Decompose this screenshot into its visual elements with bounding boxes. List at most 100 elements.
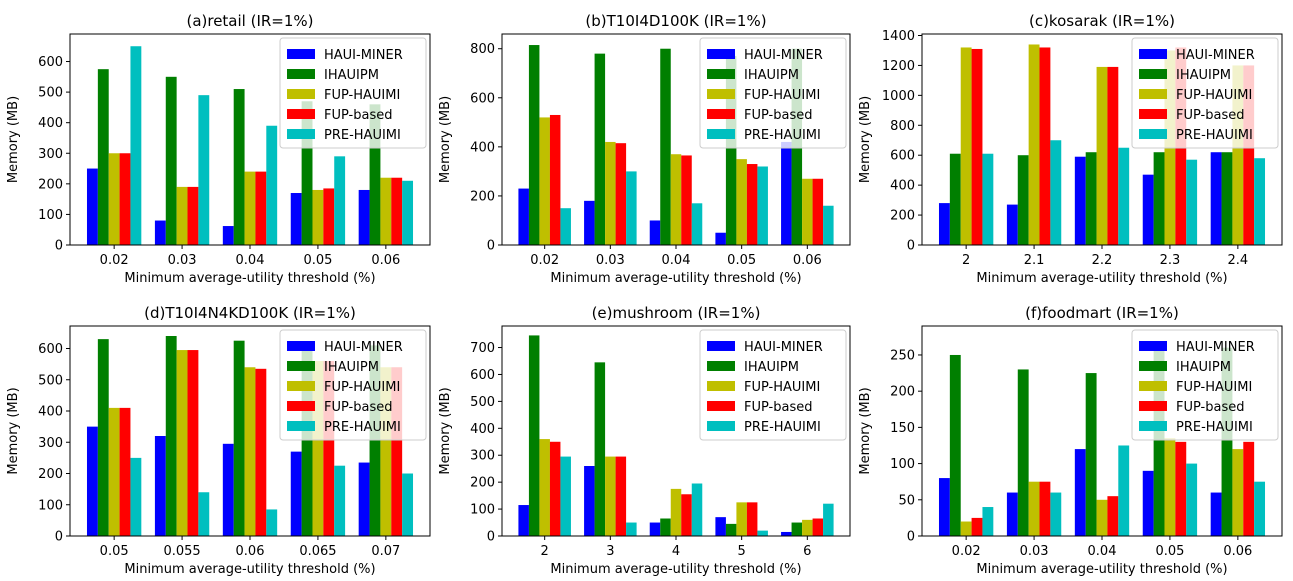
legend-swatch-fup-based bbox=[287, 109, 315, 119]
bar-fup-hauimi-0.02 bbox=[539, 117, 550, 245]
legend-label-fup-hauimi: FUP-HAUIMI bbox=[744, 380, 820, 395]
bar-ihauipm-0.05 bbox=[97, 339, 109, 537]
bar-fup-based-0.06 bbox=[1243, 441, 1255, 536]
legend-box bbox=[1131, 37, 1279, 149]
bar-fup-based-3 bbox=[615, 456, 627, 536]
legend-label-ihauipm: IHAUIPM bbox=[744, 68, 799, 83]
chart-title: (e)mushroom (IR=1%) bbox=[592, 304, 761, 322]
plot-frame bbox=[501, 325, 851, 537]
legend-swatch-pre-hauimi bbox=[707, 129, 735, 139]
bar-fup-hauimi-2.4 bbox=[1232, 65, 1244, 246]
bar-fup-hauimi-0.04 bbox=[1096, 499, 1108, 536]
bar-ihauipm-0.04 bbox=[660, 48, 671, 245]
legend-swatch-ihauipm bbox=[707, 361, 735, 371]
x-tick-label: 0.04 bbox=[236, 253, 265, 268]
bar-pre-hauimi-0.04 bbox=[691, 203, 703, 245]
y-tick-label: 0 bbox=[487, 239, 495, 254]
y-tick-label: 1000 bbox=[882, 89, 915, 104]
bar-haui-miner-0.02 bbox=[518, 188, 529, 245]
bar-pre-hauimi-0.05 bbox=[130, 457, 142, 537]
bar-fup-based-0.03 bbox=[187, 186, 199, 245]
x-tick-label: 0.06 bbox=[371, 253, 400, 268]
bar-haui-miner-0.03 bbox=[154, 220, 166, 245]
bar-fup-based-2.4 bbox=[1243, 65, 1255, 246]
y-tick-label: 200 bbox=[470, 476, 495, 491]
bar-fup-hauimi-0.02 bbox=[960, 521, 972, 536]
bar-haui-miner-2.1 bbox=[1006, 204, 1018, 245]
bar-fup-hauimi-0.065 bbox=[312, 361, 324, 536]
bar-pre-hauimi-0.06 bbox=[266, 509, 278, 536]
bar-pre-hauimi-0.03 bbox=[198, 95, 210, 245]
legend-swatch-fup-based bbox=[1139, 401, 1167, 411]
bar-haui-miner-0.04 bbox=[1074, 449, 1086, 536]
bar-haui-miner-2.2 bbox=[1074, 156, 1086, 245]
x-tick-label: 2.3 bbox=[1160, 253, 1181, 268]
y-tick-label: 600 bbox=[470, 368, 495, 383]
bar-pre-hauimi-2.4 bbox=[1254, 158, 1266, 245]
y-tick-label: 600 bbox=[38, 342, 63, 357]
bar-ihauipm-0.05 bbox=[725, 56, 737, 245]
legend-label-pre-hauimi: PRE-HAUIMI bbox=[744, 128, 821, 143]
bar-ihauipm-0.05 bbox=[301, 101, 313, 245]
legend-label-fup-based: FUP-based bbox=[1176, 108, 1244, 123]
bar-pre-hauimi-2.1 bbox=[1050, 140, 1062, 245]
bar-haui-miner-3 bbox=[584, 466, 595, 536]
legend-label-pre-hauimi: PRE-HAUIMI bbox=[324, 420, 401, 435]
bar-pre-hauimi-0.055 bbox=[198, 492, 210, 536]
bar-fup-based-0.04 bbox=[255, 171, 267, 245]
y-tick-label: 100 bbox=[890, 457, 915, 472]
y-tick-label: 600 bbox=[470, 91, 495, 106]
plot-frame bbox=[501, 33, 851, 246]
bar-fup-based-2.2 bbox=[1107, 66, 1119, 245]
bar-ihauipm-0.06 bbox=[1221, 347, 1233, 536]
bar-fup-hauimi-2.1 bbox=[1028, 44, 1040, 246]
bar-fup-hauimi-5 bbox=[736, 502, 747, 536]
y-tick-label: 250 bbox=[890, 348, 915, 363]
legend-label-pre-hauimi: PRE-HAUIMI bbox=[744, 420, 821, 435]
legend-swatch-haui-miner bbox=[707, 341, 735, 351]
bar-pre-hauimi-0.02 bbox=[982, 507, 994, 536]
x-tick-label: 0.07 bbox=[371, 544, 400, 559]
bar-fup-hauimi-0.06 bbox=[802, 178, 813, 245]
chart-title: (a)retail (IR=1%) bbox=[186, 12, 313, 30]
bar-fup-based-0.03 bbox=[615, 143, 627, 245]
legend-label-ihauipm: IHAUIPM bbox=[1176, 68, 1231, 83]
y-axis-label: Memory (MB) bbox=[438, 96, 453, 183]
bar-fup-hauimi-0.03 bbox=[176, 186, 188, 245]
bar-haui-miner-0.02 bbox=[938, 478, 950, 536]
y-tick-label: 400 bbox=[38, 116, 63, 131]
x-tick-label: 0.03 bbox=[596, 253, 625, 268]
bar-fup-based-0.05 bbox=[1175, 441, 1187, 536]
y-tick-label: 0 bbox=[55, 530, 63, 545]
x-tick-label: 2.4 bbox=[1228, 253, 1249, 268]
legend-swatch-pre-hauimi bbox=[1139, 421, 1167, 431]
bar-pre-hauimi-0.04 bbox=[1118, 445, 1130, 536]
bar-haui-miner-0.04 bbox=[222, 226, 234, 245]
bar-fup-based-0.04 bbox=[1107, 496, 1119, 536]
y-axis-label: Memory (MB) bbox=[858, 96, 873, 183]
legend: HAUI-MINER IHAUIPM FUP-HAUIMI FUP-based PRE-… bbox=[699, 329, 847, 441]
legend-swatch-haui-miner bbox=[707, 49, 735, 59]
bar-fup-based-4 bbox=[681, 494, 692, 536]
bar-ihauipm-0.07 bbox=[369, 345, 381, 537]
bar-haui-miner-0.05 bbox=[86, 426, 98, 537]
bar-pre-hauimi-0.07 bbox=[402, 473, 414, 536]
bar-ihauipm-2.3 bbox=[1153, 152, 1165, 245]
bar-ihauipm-0.06 bbox=[233, 340, 245, 536]
legend-swatch-pre-hauimi bbox=[287, 129, 315, 139]
bar-fup-hauimi-2 bbox=[539, 439, 550, 536]
bar-fup-based-0.07 bbox=[391, 367, 403, 536]
bar-pre-hauimi-0.06 bbox=[402, 180, 414, 245]
bar-fup-hauimi-0.04 bbox=[670, 154, 682, 245]
legend-box bbox=[279, 37, 427, 149]
legend: HAUI-MINER IHAUIPM FUP-HAUIMI FUP-based PRE-… bbox=[699, 37, 847, 149]
y-tick-label: 200 bbox=[38, 467, 63, 482]
bar-fup-based-2.1 bbox=[1039, 47, 1051, 245]
y-axis-label: Memory (MB) bbox=[6, 96, 21, 183]
chart-title: (f)foodmart (IR=1%) bbox=[1025, 304, 1179, 322]
bar-fup-hauimi-0.05 bbox=[312, 189, 324, 245]
y-axis-label: Memory (MB) bbox=[6, 387, 21, 474]
bar-fup-based-5 bbox=[746, 502, 758, 536]
legend-label-fup-based: FUP-based bbox=[744, 108, 812, 123]
y-tick-label: 400 bbox=[470, 140, 495, 155]
